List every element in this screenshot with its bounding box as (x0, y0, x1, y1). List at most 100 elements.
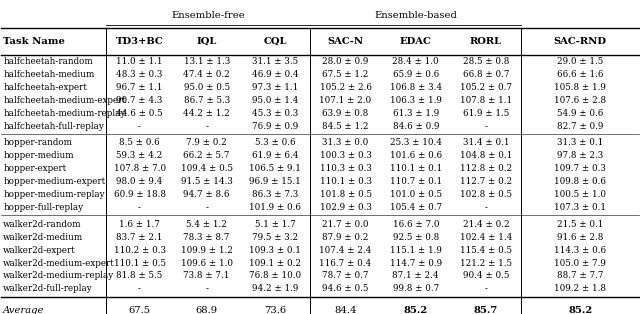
Text: IQL: IQL (196, 37, 217, 46)
Text: -: - (205, 284, 208, 293)
Text: 76.8 ± 10.0: 76.8 ± 10.0 (249, 272, 301, 280)
Text: 90.7 ± 4.3: 90.7 ± 4.3 (116, 96, 163, 105)
Text: 101.8 ± 0.5: 101.8 ± 0.5 (319, 190, 372, 199)
Text: 121.2 ± 1.5: 121.2 ± 1.5 (460, 258, 512, 268)
Text: 31.4 ± 0.1: 31.4 ± 0.1 (463, 138, 509, 147)
Text: 109.8 ± 0.6: 109.8 ± 0.6 (554, 177, 606, 186)
Text: 109.3 ± 0.1: 109.3 ± 0.1 (250, 246, 301, 255)
Text: 60.9 ± 18.8: 60.9 ± 18.8 (113, 190, 166, 199)
Text: 78.3 ± 8.7: 78.3 ± 8.7 (184, 233, 230, 241)
Text: 96.9 ± 15.1: 96.9 ± 15.1 (250, 177, 301, 186)
Text: 105.4 ± 0.7: 105.4 ± 0.7 (390, 203, 442, 212)
Text: 31.3 ± 0.0: 31.3 ± 0.0 (323, 138, 369, 147)
Text: 85.7: 85.7 (474, 306, 498, 314)
Text: 101.9 ± 0.6: 101.9 ± 0.6 (250, 203, 301, 212)
Text: Average: Average (3, 306, 45, 314)
Text: 16.6 ± 7.0: 16.6 ± 7.0 (392, 219, 439, 229)
Text: 106.8 ± 3.4: 106.8 ± 3.4 (390, 83, 442, 92)
Text: 95.0 ± 0.5: 95.0 ± 0.5 (184, 83, 230, 92)
Text: 105.2 ± 0.7: 105.2 ± 0.7 (460, 83, 512, 92)
Text: 85.2: 85.2 (404, 306, 428, 314)
Text: 47.4 ± 0.2: 47.4 ± 0.2 (183, 70, 230, 79)
Text: 44.2 ± 1.2: 44.2 ± 1.2 (183, 109, 230, 118)
Text: walker2d-random: walker2d-random (3, 219, 82, 229)
Text: 110.1 ± 0.3: 110.1 ± 0.3 (319, 177, 372, 186)
Text: 85.2: 85.2 (568, 306, 593, 314)
Text: 92.5 ± 0.8: 92.5 ± 0.8 (393, 233, 439, 241)
Text: 84.4: 84.4 (334, 306, 356, 314)
Text: 112.7 ± 0.2: 112.7 ± 0.2 (460, 177, 512, 186)
Text: 109.4 ± 0.5: 109.4 ± 0.5 (180, 164, 233, 173)
Text: 5.4 ± 1.2: 5.4 ± 1.2 (186, 219, 227, 229)
Text: 21.5 ± 0.1: 21.5 ± 0.1 (557, 219, 604, 229)
Text: walker2d-medium-expert: walker2d-medium-expert (3, 258, 115, 268)
Text: 110.2 ± 0.3: 110.2 ± 0.3 (113, 246, 166, 255)
Text: -: - (484, 122, 488, 131)
Text: hopper-expert: hopper-expert (3, 164, 67, 173)
Text: 115.4 ± 0.5: 115.4 ± 0.5 (460, 246, 512, 255)
Text: CQL: CQL (264, 37, 287, 46)
Text: 110.7 ± 0.1: 110.7 ± 0.1 (390, 177, 442, 186)
Text: walker2d-expert: walker2d-expert (3, 246, 76, 255)
Text: 110.1 ± 0.1: 110.1 ± 0.1 (390, 164, 442, 173)
Text: 79.5 ± 3.2: 79.5 ± 3.2 (252, 233, 298, 241)
Text: hopper-medium-replay: hopper-medium-replay (3, 190, 105, 199)
Text: hopper-random: hopper-random (3, 138, 72, 147)
Text: 84.6 ± 0.9: 84.6 ± 0.9 (392, 122, 439, 131)
Text: 104.8 ± 0.1: 104.8 ± 0.1 (460, 151, 512, 160)
Text: 110.3 ± 0.3: 110.3 ± 0.3 (319, 164, 371, 173)
Text: TD3+BC: TD3+BC (116, 37, 163, 46)
Text: halfcheetah-full-replay: halfcheetah-full-replay (3, 122, 104, 131)
Text: 68.9: 68.9 (196, 306, 218, 314)
Text: 87.1 ± 2.4: 87.1 ± 2.4 (392, 272, 439, 280)
Text: 1.6 ± 1.7: 1.6 ± 1.7 (119, 219, 160, 229)
Text: walker2d-medium: walker2d-medium (3, 233, 83, 241)
Text: SAC-N: SAC-N (328, 37, 364, 46)
Text: 105.8 ± 1.9: 105.8 ± 1.9 (554, 83, 606, 92)
Text: Ensemble-free: Ensemble-free (172, 11, 245, 20)
Text: 106.3 ± 1.9: 106.3 ± 1.9 (390, 96, 442, 105)
Text: 61.9 ± 6.4: 61.9 ± 6.4 (252, 151, 298, 160)
Text: RORL: RORL (470, 37, 502, 46)
Text: 96.7 ± 1.1: 96.7 ± 1.1 (116, 83, 163, 92)
Text: 107.8 ± 7.0: 107.8 ± 7.0 (113, 164, 166, 173)
Text: 91.5 ± 14.3: 91.5 ± 14.3 (180, 177, 232, 186)
Text: 73.6: 73.6 (264, 306, 286, 314)
Text: 86.7 ± 5.3: 86.7 ± 5.3 (184, 96, 230, 105)
Text: 44.6 ± 0.5: 44.6 ± 0.5 (116, 109, 163, 118)
Text: 109.2 ± 1.8: 109.2 ± 1.8 (554, 284, 606, 293)
Text: 107.6 ± 2.8: 107.6 ± 2.8 (554, 96, 606, 105)
Text: 61.3 ± 1.9: 61.3 ± 1.9 (393, 109, 439, 118)
Text: 114.3 ± 0.6: 114.3 ± 0.6 (554, 246, 606, 255)
Text: 101.0 ± 0.5: 101.0 ± 0.5 (390, 190, 442, 199)
Text: 106.5 ± 9.1: 106.5 ± 9.1 (250, 164, 301, 173)
Text: 65.9 ± 0.6: 65.9 ± 0.6 (393, 70, 439, 79)
Text: 28.4 ± 1.0: 28.4 ± 1.0 (392, 57, 439, 66)
Text: 46.9 ± 0.4: 46.9 ± 0.4 (252, 70, 299, 79)
Text: 116.7 ± 0.4: 116.7 ± 0.4 (319, 258, 372, 268)
Text: 28.5 ± 0.8: 28.5 ± 0.8 (463, 57, 509, 66)
Text: 105.0 ± 7.9: 105.0 ± 7.9 (554, 258, 606, 268)
Text: 102.4 ± 1.4: 102.4 ± 1.4 (460, 233, 512, 241)
Text: Ensemble-based: Ensemble-based (374, 11, 457, 20)
Text: 100.5 ± 1.0: 100.5 ± 1.0 (554, 190, 606, 199)
Text: 115.1 ± 1.9: 115.1 ± 1.9 (390, 246, 442, 255)
Text: -: - (205, 122, 208, 131)
Text: 13.1 ± 1.3: 13.1 ± 1.3 (184, 57, 230, 66)
Text: 114.7 ± 0.9: 114.7 ± 0.9 (390, 258, 442, 268)
Text: 109.1 ± 0.2: 109.1 ± 0.2 (250, 258, 301, 268)
Text: 29.0 ± 1.5: 29.0 ± 1.5 (557, 57, 604, 66)
Text: 45.3 ± 0.3: 45.3 ± 0.3 (252, 109, 298, 118)
Text: 21.4 ± 0.2: 21.4 ± 0.2 (463, 219, 509, 229)
Text: 107.1 ± 2.0: 107.1 ± 2.0 (319, 96, 372, 105)
Text: 105.2 ± 2.6: 105.2 ± 2.6 (319, 83, 372, 92)
Text: 90.4 ± 0.5: 90.4 ± 0.5 (463, 272, 509, 280)
Text: 5.3 ± 0.6: 5.3 ± 0.6 (255, 138, 296, 147)
Text: -: - (138, 122, 141, 131)
Text: 67.5: 67.5 (129, 306, 150, 314)
Text: hopper-medium: hopper-medium (3, 151, 74, 160)
Text: 101.6 ± 0.6: 101.6 ± 0.6 (390, 151, 442, 160)
Text: 98.0 ± 9.4: 98.0 ± 9.4 (116, 177, 163, 186)
Text: 112.8 ± 0.2: 112.8 ± 0.2 (460, 164, 512, 173)
Text: 76.9 ± 0.9: 76.9 ± 0.9 (252, 122, 298, 131)
